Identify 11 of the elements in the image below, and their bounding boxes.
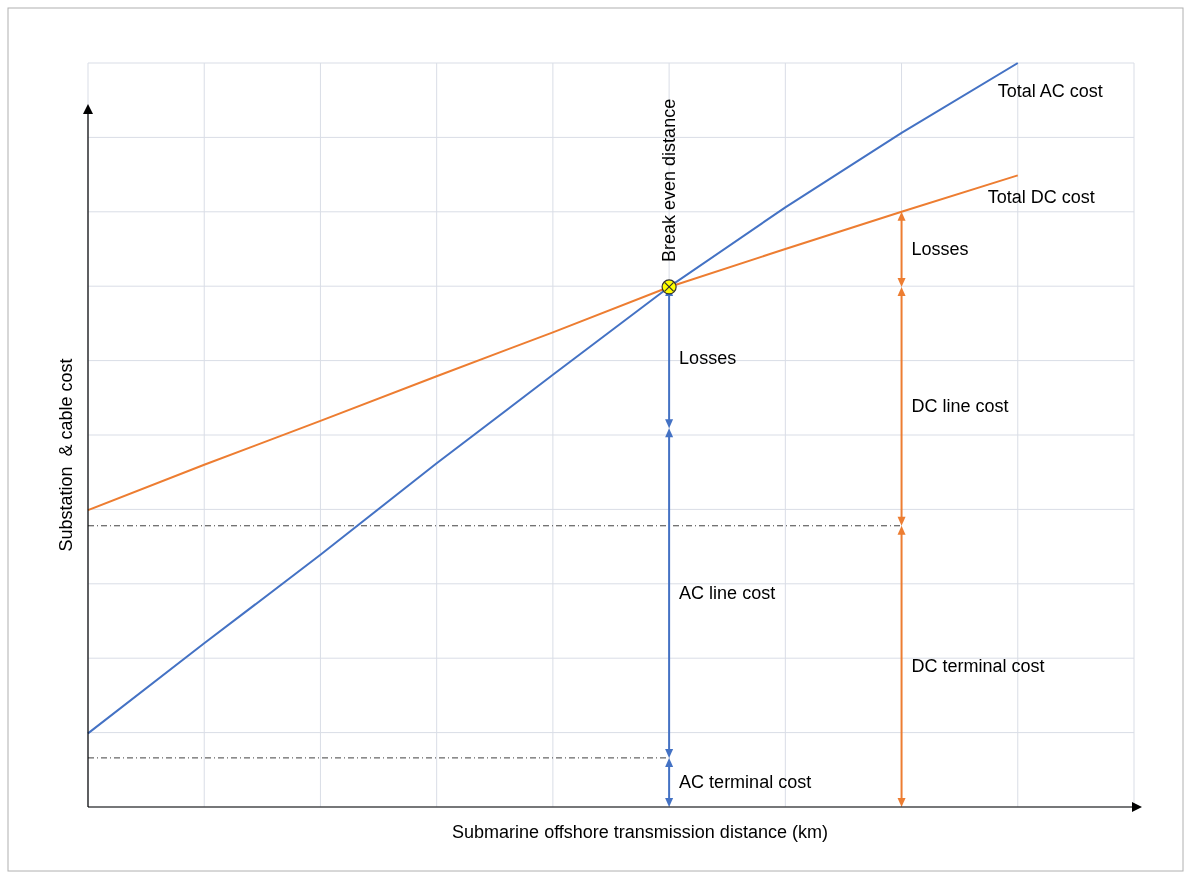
series-label: Total DC cost — [987, 187, 1095, 208]
x-axis-title: Submarine offshore transmission distance (km) — [452, 822, 828, 842]
annotation: DC line cost — [911, 396, 1009, 417]
series-label: Total AC cost — [997, 81, 1103, 101]
y-axis-title: Substation & cable cost — [56, 358, 76, 552]
annotation: Losses — [679, 347, 737, 368]
annotation: AC line cost — [679, 583, 776, 604]
annotation: AC terminal cost — [679, 772, 812, 793]
annotation: Break even distance — [659, 98, 680, 262]
annotation: DC terminal cost — [911, 656, 1045, 677]
annotation: Losses — [911, 239, 969, 260]
